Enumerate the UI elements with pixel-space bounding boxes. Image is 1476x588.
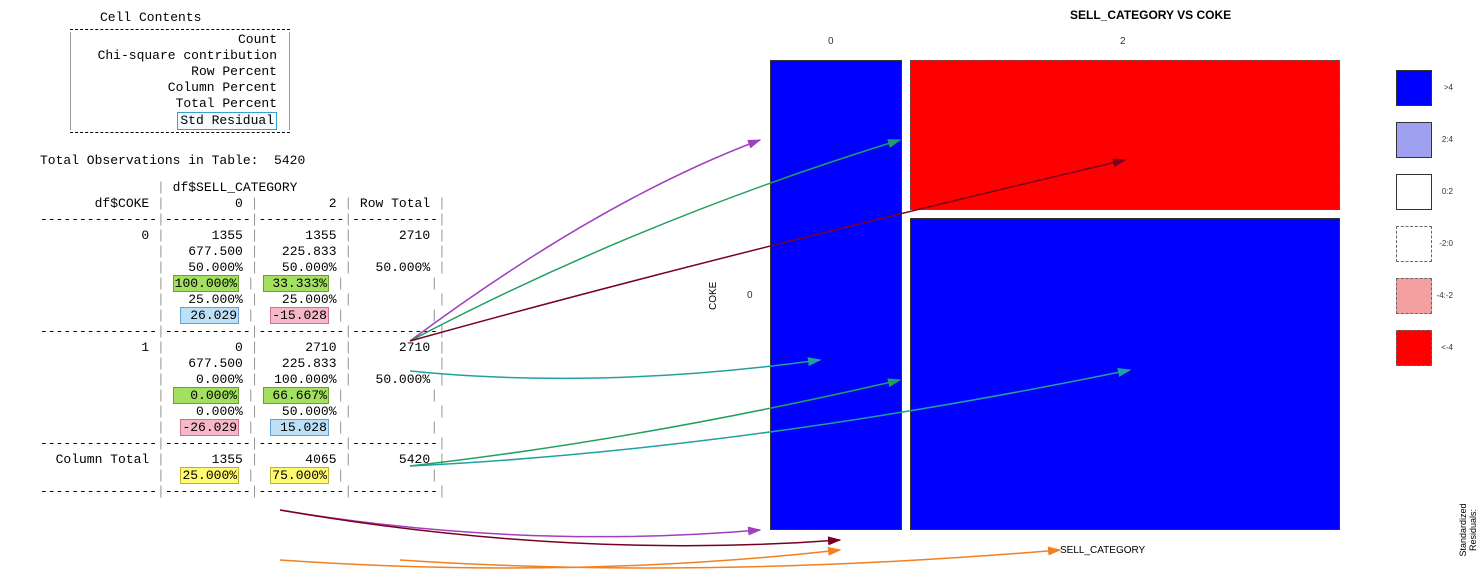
mosaic-title: SELL_CATEGORY VS COKE — [1070, 8, 1231, 22]
legend-swatch: -2:0 — [1396, 226, 1432, 262]
legend-swatch: <-4 — [1396, 330, 1432, 366]
mosaic-tile — [910, 218, 1340, 530]
mosaic-tile — [910, 60, 1340, 210]
legend-swatch: 0:2 — [1396, 174, 1432, 210]
mosaic-tile — [770, 60, 902, 530]
mosaic-col-label-0: 0 — [828, 36, 834, 47]
legend-swatch: >4 — [1396, 70, 1432, 106]
crosstab-table: | df$SELL_CATEGORY df$COKE | 0 | 2 | Row… — [40, 180, 680, 500]
cell-contents-legend: Count Chi-square contribution Row Percen… — [70, 29, 290, 133]
total-observations: Total Observations in Table: 5420 — [40, 153, 680, 168]
legend-colpct: Column Percent — [70, 80, 290, 96]
legend-totpct: Total Percent — [70, 96, 290, 112]
legend-swatch: 2:4 — [1396, 122, 1432, 158]
legend-swatch: -4:-2 — [1396, 278, 1432, 314]
mosaic-x-axis: SELL_CATEGORY — [1060, 545, 1145, 556]
mosaic-plot — [770, 60, 1340, 530]
mosaic-row-label-0: 0 — [747, 290, 753, 301]
legend-stdres: Std Residual — [70, 112, 290, 130]
residual-legend: >4 2:4 0:2 -2:0 -4:-2 <-4 — [1396, 70, 1466, 382]
cell-contents-title: Cell Contents — [100, 10, 680, 25]
legend-chisq: Chi-square contribution — [70, 48, 290, 64]
legend-count: Count — [70, 32, 290, 48]
mosaic-y-axis: COKE — [708, 282, 719, 310]
legend-rowpct: Row Percent — [70, 64, 290, 80]
residual-legend-title: Standardized Residuals: — [1458, 490, 1476, 570]
mosaic-col-label-2: 2 — [1120, 36, 1126, 47]
